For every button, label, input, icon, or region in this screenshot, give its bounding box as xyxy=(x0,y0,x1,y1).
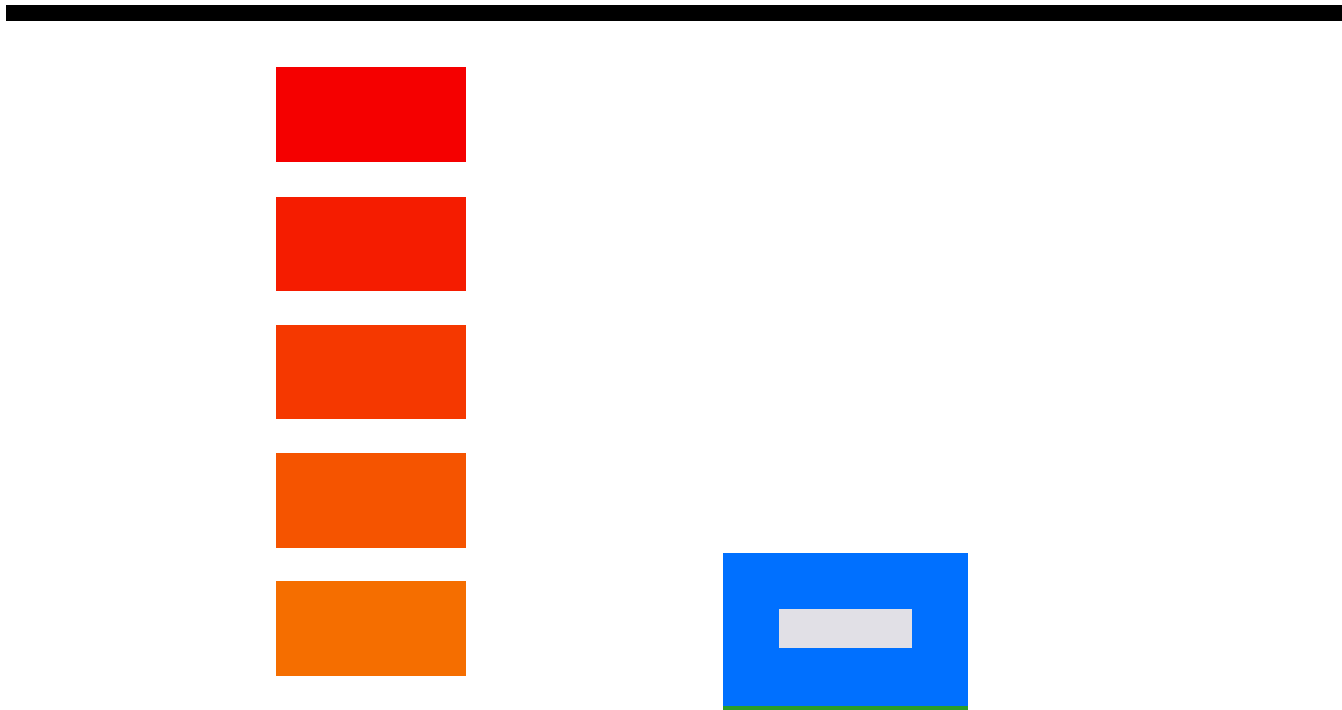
blue-panel[interactable] xyxy=(723,553,968,710)
color-block[interactable] xyxy=(276,197,466,291)
color-block[interactable] xyxy=(276,325,466,419)
color-block[interactable] xyxy=(276,67,466,162)
top-bar xyxy=(6,5,1342,21)
color-block[interactable] xyxy=(276,453,466,548)
color-block[interactable] xyxy=(276,581,466,676)
inner-field[interactable] xyxy=(779,609,912,648)
